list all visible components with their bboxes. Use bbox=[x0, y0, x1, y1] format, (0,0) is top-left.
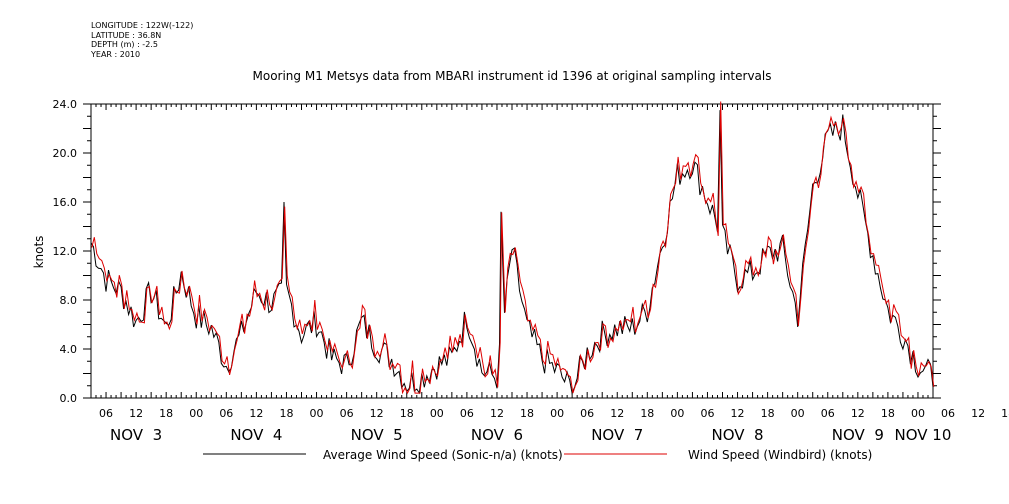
x-tick-label: 06 bbox=[941, 407, 955, 420]
y-tick-label: 16.0 bbox=[53, 196, 78, 209]
x-tick-label: 18 bbox=[1001, 407, 1009, 420]
x-tick-label: 00 bbox=[911, 407, 925, 420]
x-tick-label: 12 bbox=[370, 407, 384, 420]
x-tick-label: 06 bbox=[340, 407, 354, 420]
day-label: NOV 4 bbox=[230, 426, 282, 444]
series-line-average bbox=[90, 110, 934, 395]
x-tick-label: 06 bbox=[700, 407, 714, 420]
x-tick-label: 12 bbox=[249, 407, 263, 420]
legend-label-average: Average Wind Speed (Sonic-n/a) (knots) bbox=[323, 448, 563, 462]
x-tick-label: 12 bbox=[490, 407, 504, 420]
y-tick-labels: 0.0 4.0 8.0 12.0 16.0 20.0 24.0 bbox=[53, 98, 78, 405]
meta-latitude: LATITUDE : 36.8N bbox=[91, 30, 162, 40]
day-label: NOV 10 bbox=[895, 426, 952, 444]
meta-year: YEAR : 2010 bbox=[91, 49, 141, 59]
x-tick-labels: 06 12 18 00 06 12 18 00 06 12 18 00 06 12 18 00 06 12 18 00… bbox=[99, 407, 1009, 420]
x-tick-label: 12 bbox=[851, 407, 865, 420]
x-tick-label: 06 bbox=[219, 407, 233, 420]
x-tick-label: 18 bbox=[881, 407, 895, 420]
x-tick-label: 06 bbox=[99, 407, 113, 420]
legend: Average Wind Speed (Sonic-n/a) (knots) W… bbox=[203, 448, 872, 462]
day-label: NOV 8 bbox=[711, 426, 763, 444]
x-tick-label: 00 bbox=[791, 407, 805, 420]
x-tick-label: 18 bbox=[279, 407, 293, 420]
day-label: NOV 6 bbox=[471, 426, 523, 444]
y-axis-label: knots bbox=[32, 236, 46, 269]
x-tick-label: 06 bbox=[460, 407, 474, 420]
x-tick-label: 00 bbox=[670, 407, 684, 420]
series-line-windbird bbox=[91, 101, 935, 395]
tick-marks bbox=[83, 103, 941, 399]
chart-title: Mooring M1 Metsys data from MBARI instru… bbox=[253, 69, 772, 83]
day-label: NOV 3 bbox=[110, 426, 162, 444]
meta-depth: DEPTH (m) : -2.5 bbox=[91, 40, 158, 49]
y-tick-label: 24.0 bbox=[53, 98, 78, 111]
series-lines bbox=[90, 101, 935, 395]
x-tick-label: 18 bbox=[640, 407, 654, 420]
day-label: NOV 7 bbox=[591, 426, 643, 444]
x-tick-label: 06 bbox=[821, 407, 835, 420]
day-labels: NOV 3 NOV 4 NOV 5 NOV 6 NOV 7 NOV 8 NOV 9 NOV 1… bbox=[110, 426, 951, 444]
x-tick-label: 00 bbox=[189, 407, 203, 420]
day-label: NOV 9 bbox=[832, 426, 884, 444]
y-tick-label: 4.0 bbox=[60, 343, 78, 356]
x-tick-label: 00 bbox=[430, 407, 444, 420]
x-tick-label: 12 bbox=[129, 407, 143, 420]
y-tick-label: 8.0 bbox=[60, 294, 78, 307]
x-tick-label: 00 bbox=[550, 407, 564, 420]
day-label: NOV 5 bbox=[351, 426, 403, 444]
y-tick-label: 12.0 bbox=[53, 245, 78, 258]
x-tick-label: 12 bbox=[610, 407, 624, 420]
x-tick-label: 18 bbox=[520, 407, 534, 420]
x-tick-label: 00 bbox=[310, 407, 324, 420]
y-tick-label: 0.0 bbox=[60, 392, 78, 405]
x-tick-label: 06 bbox=[580, 407, 594, 420]
meta-longitude: LONGITUDE : 122W(-122) bbox=[91, 21, 194, 30]
y-tick-label: 20.0 bbox=[53, 147, 78, 160]
metadata-block: LONGITUDE : 122W(-122) LATITUDE : 36.8N … bbox=[91, 21, 193, 59]
legend-label-windbird: Wind Speed (Windbird) (knots) bbox=[688, 448, 872, 462]
x-tick-label: 18 bbox=[761, 407, 775, 420]
x-tick-label: 18 bbox=[159, 407, 173, 420]
x-tick-label: 12 bbox=[731, 407, 745, 420]
x-tick-label: 18 bbox=[400, 407, 414, 420]
x-tick-label: 12 bbox=[971, 407, 985, 420]
